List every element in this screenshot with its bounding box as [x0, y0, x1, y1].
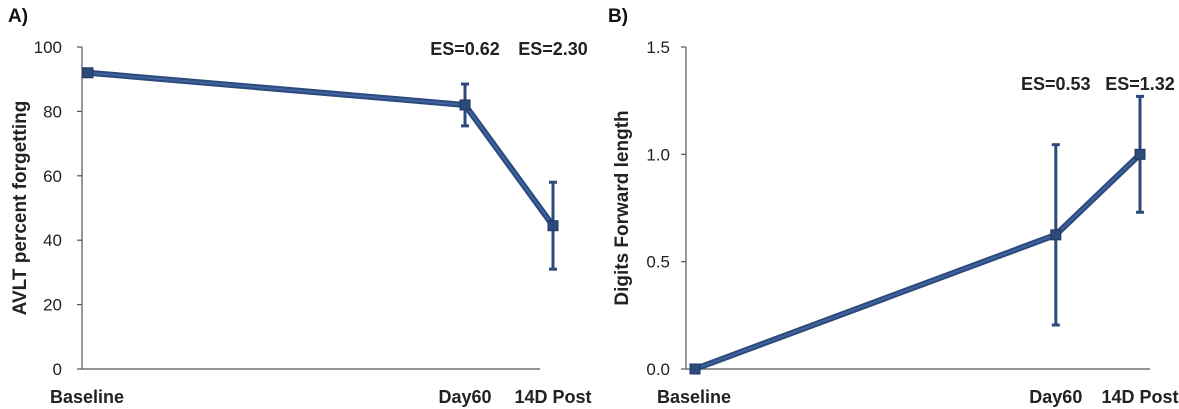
panel-a-series-line-highlight	[87, 71, 554, 227]
panel-a-x-tick-label: 14D Post	[514, 387, 591, 407]
panel-a-label: A)	[8, 6, 28, 27]
panel-a-x-tick-label: Baseline	[50, 387, 124, 407]
panel-b-y-tick-label: 0.0	[646, 360, 670, 379]
panel-b-y-tick-label: 0.5	[646, 253, 670, 272]
panel-b-y-tick-label: 1.0	[646, 145, 670, 164]
panel-b-series-line	[693, 152, 1143, 372]
panel-a-y-tick-label: 80	[43, 102, 62, 121]
panel-b-data-point	[689, 363, 701, 375]
panel-b-data-point	[1050, 229, 1062, 241]
panel-a-effect-size-label: ES=0.62	[430, 39, 500, 59]
panel-a-y-axis-label: AVLT percent forgetting	[10, 101, 31, 316]
panel-a-series-line	[87, 69, 556, 228]
panel-a-data-point	[459, 99, 471, 111]
panel-b-effect-size-label: ES=0.53	[1021, 74, 1091, 94]
panel-a-y-tick-label: 40	[43, 231, 62, 250]
panel-a-y-tick-label: 60	[43, 167, 62, 186]
panel-a-data-point	[547, 220, 559, 232]
panel-b-series-line-highlight	[694, 153, 1141, 370]
panel-a-y-tick-label: 100	[34, 38, 62, 57]
panel-b-data-point	[1134, 148, 1146, 160]
panel-a-effect-size-label: ES=2.30	[518, 39, 588, 59]
panel-b-x-tick-label: 14D Post	[1101, 387, 1178, 407]
panel-a-x-tick-label: Day60	[439, 387, 492, 407]
panel-b-x-tick-label: Baseline	[657, 387, 731, 407]
panel-b-y-tick-label: 1.5	[646, 38, 670, 57]
panel-b-x-tick-label: Day60	[1029, 387, 1082, 407]
panel-a-data-point	[82, 67, 94, 79]
panel-b-label: B)	[608, 6, 628, 27]
panel-b-y-axis-label: Digits Forward length	[612, 110, 633, 305]
panel-a-y-tick-label: 20	[43, 296, 62, 315]
panel-b-effect-size-label: ES=1.32	[1105, 74, 1175, 94]
panel-a-y-tick-label: 0	[53, 360, 62, 379]
